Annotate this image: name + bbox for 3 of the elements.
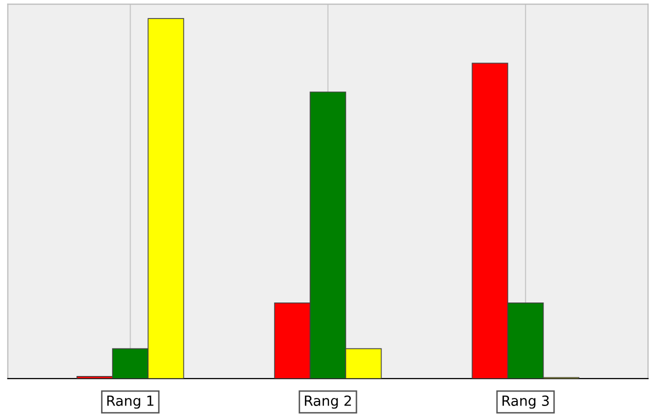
- x-tick-label: Rang 2: [304, 395, 351, 409]
- x-tick-label: Rang 1: [107, 396, 154, 409]
- x-tick-label: Rang 3: [502, 395, 549, 409]
